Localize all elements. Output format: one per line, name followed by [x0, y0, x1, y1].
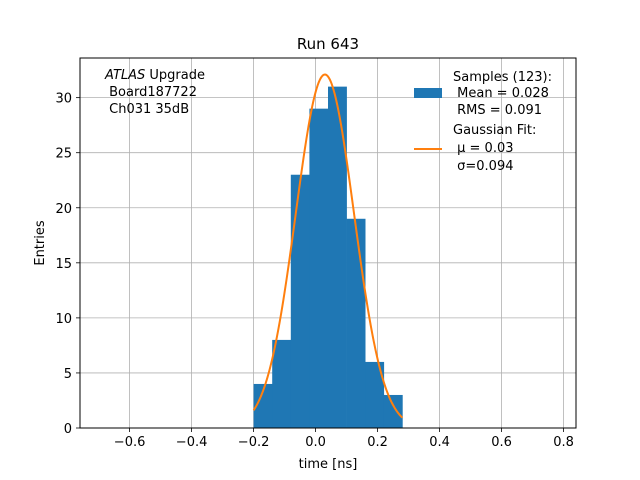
legend-samples-line-2: Mean = 0.028: [453, 86, 549, 101]
x-tick-label: −0.4: [176, 435, 208, 450]
legend-samples-line-3: RMS = 0.091: [453, 103, 542, 118]
x-tick-label: 0.2: [367, 435, 388, 450]
atlas-annotation: ATLAS Upgrade Board187722 Ch031 35dB: [104, 68, 205, 117]
x-tick-label: 0.4: [429, 435, 450, 450]
chart-title: Run 643: [297, 35, 359, 53]
x-axis-ticks: −0.6 −0.4 −0.2 0.0 0.2 0.4 0.6 0.8: [114, 428, 574, 450]
axes-frame: [79, 57, 577, 429]
legend-samples-patch: [414, 88, 442, 98]
y-tick-label: 30: [55, 92, 72, 107]
histogram-bar: [253, 383, 273, 428]
legend-samples-line-1: Samples (123):: [453, 70, 552, 85]
plot-area: −0.6 −0.4 −0.2 0.0 0.2 0.4 0.6 0.8 0 5 10 15 20 25 30: [55, 57, 577, 450]
histogram-bar: [383, 394, 403, 428]
histogram-bar: [290, 174, 310, 428]
legend-fit-line-3: σ=0.094: [453, 159, 513, 174]
y-axis-label: Entries: [33, 220, 48, 266]
y-tick-label: 20: [55, 202, 72, 217]
x-tick-label: 0.8: [553, 435, 574, 450]
x-tick-label: −0.2: [238, 435, 270, 450]
legend: Samples (123): Mean = 0.028 RMS = 0.091 …: [414, 70, 552, 174]
histogram-bar: [272, 339, 292, 428]
x-tick-label: 0.0: [305, 435, 326, 450]
x-tick-label: −0.6: [114, 435, 146, 450]
x-tick-label: 0.6: [491, 435, 512, 450]
histogram-bar: [328, 86, 347, 428]
gaussian-fit-curve: [252, 73, 404, 419]
y-tick-label: 10: [55, 312, 72, 327]
histogram-bar: [346, 218, 366, 428]
y-axis-ticks: 0 5 10 15 20 25 30: [55, 92, 80, 437]
y-tick-label: 5: [64, 367, 72, 382]
annotation-line-2: Board187722: [105, 85, 197, 100]
y-tick-label: 15: [55, 257, 72, 272]
annotation-line-1: ATLAS Upgrade: [104, 68, 205, 83]
legend-fit-line-1: Gaussian Fit:: [453, 123, 536, 138]
histogram-bar: [309, 108, 329, 429]
annotation-line-3: Ch031 35dB: [105, 102, 189, 117]
legend-fit-line-2: μ = 0.03: [453, 141, 514, 156]
annotation-line-1-italic: ATLAS: [104, 68, 145, 83]
histogram-bars: [253, 86, 403, 429]
y-tick-label: 0: [64, 422, 72, 437]
annotation-line-1-rest: Upgrade: [145, 68, 205, 83]
histogram-bar: [365, 361, 385, 428]
x-axis-label: time [ns]: [299, 457, 358, 472]
y-tick-label: 25: [55, 147, 72, 162]
